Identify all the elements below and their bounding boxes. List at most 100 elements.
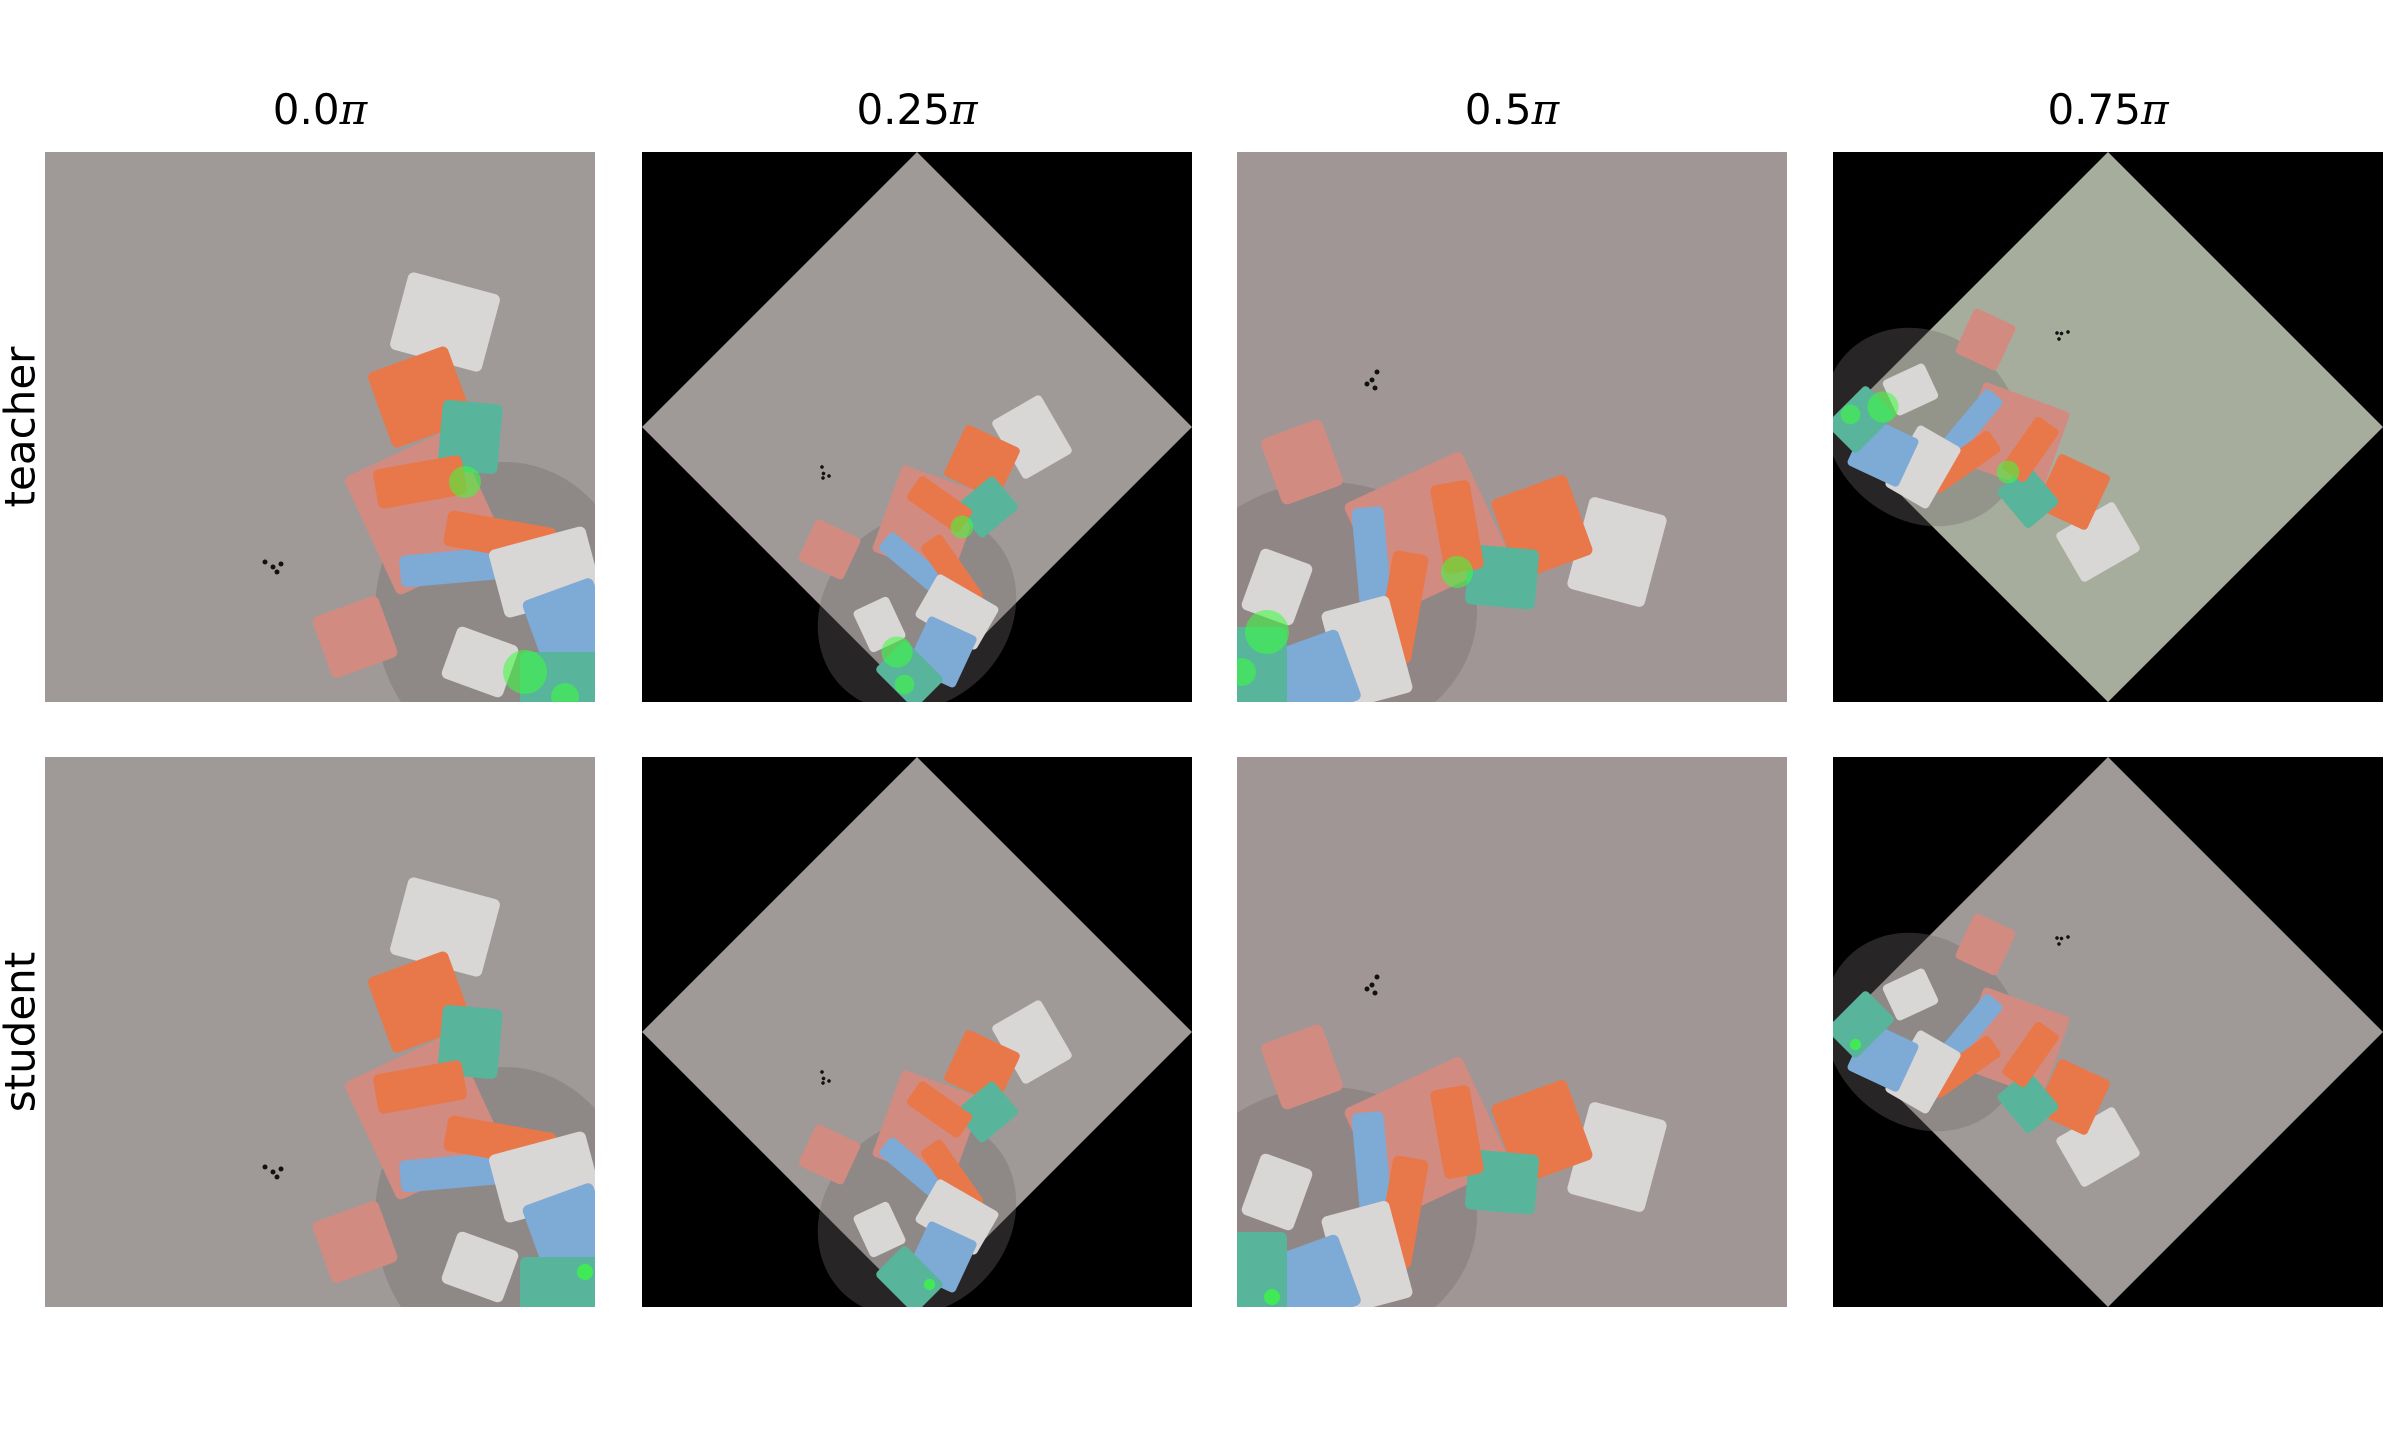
block-1 <box>1567 497 1667 607</box>
rotated-scene <box>45 757 595 1307</box>
table-mark-0 <box>820 1070 824 1074</box>
block-10 <box>1241 1153 1313 1231</box>
table-mark-3 <box>821 1081 825 1085</box>
block-11 <box>1833 991 1894 1058</box>
table-mark-1 <box>2059 331 2064 336</box>
table-mark-0 <box>820 465 824 469</box>
block-8 <box>1955 308 2016 371</box>
saliency-highlight-0 <box>503 650 547 694</box>
block-8 <box>312 1201 398 1283</box>
panel-student-0 <box>45 757 595 1307</box>
block-pile <box>1237 974 1667 1307</box>
panel-teacher-2 <box>1237 152 1787 702</box>
row-label-teacher: teacher <box>0 346 44 508</box>
block-pile <box>262 877 595 1307</box>
block-5 <box>399 1151 511 1193</box>
column-label-3: 0.75π <box>2047 85 2169 134</box>
panel-student-1 <box>642 757 1192 1307</box>
block-5 <box>1938 389 2003 460</box>
block-10 <box>853 1201 906 1258</box>
table-mark-3 <box>1364 381 1370 387</box>
panel-image <box>1237 757 1787 1307</box>
block-9 <box>522 578 595 676</box>
block-8 <box>798 1124 861 1185</box>
block-4 <box>2002 1021 2059 1088</box>
table-mark-2 <box>1372 385 1378 391</box>
column-label-0: 0.0π <box>272 85 368 134</box>
block-pile <box>1833 913 2140 1187</box>
block-8 <box>312 596 398 678</box>
block-2 <box>944 1030 1020 1104</box>
table-mark-3 <box>274 569 280 575</box>
panel-image <box>642 152 1192 702</box>
table-mark-1 <box>270 564 276 570</box>
block-8 <box>1261 419 1343 505</box>
saliency-highlight-0 <box>577 1264 593 1280</box>
table-mark-3 <box>2055 936 2059 940</box>
rotated-scene <box>45 152 595 702</box>
table-mark-1 <box>2059 936 2064 941</box>
block-11 <box>520 1257 595 1307</box>
table-surface <box>45 757 595 1307</box>
table-mark-1 <box>821 471 826 476</box>
table-mark-3 <box>821 476 825 480</box>
block-3 <box>956 1081 1018 1143</box>
table-mark-2 <box>1372 990 1378 996</box>
saliency-highlight-1 <box>1840 404 1861 425</box>
table-mark-1 <box>270 1169 276 1175</box>
saliency-highlight-1 <box>1237 658 1256 686</box>
block-8 <box>798 519 861 580</box>
block-9 <box>522 1183 595 1281</box>
block-1 <box>390 272 500 372</box>
block-7 <box>1885 425 1961 509</box>
block-5 <box>879 532 950 597</box>
saliency-highlight-0 <box>1867 391 1899 423</box>
panel-image <box>1237 152 1787 702</box>
column-label-1: 0.25π <box>856 85 978 134</box>
panel-image <box>45 757 595 1307</box>
block-7 <box>1885 1030 1961 1114</box>
saliency-highlight-0 <box>1849 1038 1862 1051</box>
block-5 <box>1351 1111 1393 1223</box>
table-mark-0 <box>262 1164 268 1170</box>
saliency-highlight-2 <box>1996 460 2020 484</box>
block-3 <box>1465 544 1539 610</box>
table-mark-2 <box>827 474 831 478</box>
table-mark-0 <box>2066 330 2070 334</box>
block-10 <box>1882 968 1939 1021</box>
block-pile <box>798 395 1072 702</box>
block-4 <box>906 1081 973 1138</box>
table-mark-0 <box>1374 369 1380 375</box>
table-mark-1 <box>821 1076 826 1081</box>
block-1 <box>1567 1102 1667 1212</box>
block-3 <box>1465 1149 1539 1215</box>
panel-teacher-1 <box>642 152 1192 702</box>
table-mark-2 <box>827 1079 831 1083</box>
saliency-highlight-2 <box>449 466 481 498</box>
panel-image <box>1833 152 2383 702</box>
block-8 <box>1261 1024 1343 1110</box>
panel-image <box>1833 757 2383 1307</box>
panel-student-2 <box>1237 757 1787 1307</box>
saliency-highlight-1 <box>551 683 579 702</box>
block-3 <box>1997 1071 2059 1133</box>
block-3 <box>437 400 503 474</box>
block-5 <box>399 546 511 588</box>
block-4 <box>1430 1085 1484 1179</box>
block-4 <box>373 455 467 509</box>
table-mark-1 <box>1369 982 1375 988</box>
saliency-highlight-2 <box>1441 556 1473 588</box>
table-surface <box>1833 152 2383 702</box>
saliency-highlight-2 <box>950 515 974 539</box>
block-2 <box>2036 1059 2110 1135</box>
panel-image <box>642 757 1192 1307</box>
saliency-highlight-0 <box>881 636 913 668</box>
table-mark-1 <box>1369 377 1375 383</box>
table-mark-3 <box>1364 986 1370 992</box>
panel-teacher-0 <box>45 152 595 702</box>
block-2 <box>944 425 1020 499</box>
rotated-scene <box>1237 757 1787 1307</box>
panel-student-3 <box>1833 757 2383 1307</box>
table-surface <box>45 152 595 702</box>
table-mark-2 <box>2057 942 2061 946</box>
